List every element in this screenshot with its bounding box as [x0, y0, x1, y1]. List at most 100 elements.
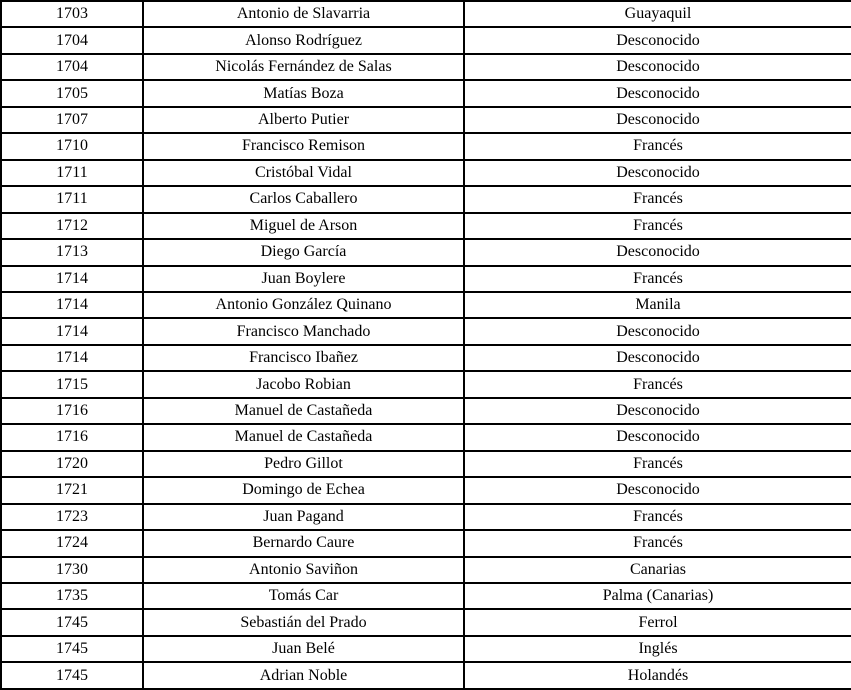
origin-cell: Francés — [463, 370, 851, 399]
table-row: 1704 Nicolás Fernández de Salas Desconoc… — [0, 52, 851, 82]
table-row: 1712 Miguel de Arson Francés — [0, 211, 851, 241]
origin-cell: Desconocido — [463, 343, 851, 373]
origin-cell: Desconocido — [463, 396, 851, 426]
name-cell: Tomás Car — [142, 581, 465, 611]
year-cell: 1720 — [0, 449, 144, 479]
table-row: 1745 Adrian Noble Holandés — [0, 661, 851, 690]
year-cell: 1723 — [0, 502, 144, 532]
origin-cell: Francés — [463, 132, 851, 161]
table-row: 1704 Alonso Rodríguez Desconocido — [0, 26, 851, 55]
name-cell: Alonso Rodríguez — [142, 26, 465, 55]
name-cell: Adrian Noble — [142, 661, 465, 690]
year-cell: 1714 — [0, 264, 144, 294]
table-row: 1711 Carlos Caballero Francés — [0, 185, 851, 214]
year-cell: 1713 — [0, 238, 144, 267]
year-cell: 1745 — [0, 608, 144, 637]
name-cell: Miguel de Arson — [142, 211, 465, 241]
year-cell: 1714 — [0, 317, 144, 346]
year-cell: 1705 — [0, 79, 144, 108]
origin-cell: Manila — [463, 290, 851, 320]
name-cell: Domingo de Echea — [142, 476, 465, 505]
origin-cell: Desconocido — [463, 423, 851, 452]
table-row: 1745 Sebastián del Prado Ferrol — [0, 608, 851, 637]
year-cell: 1715 — [0, 370, 144, 399]
year-cell: 1716 — [0, 423, 144, 452]
origin-cell: Desconocido — [463, 317, 851, 346]
origin-cell: Holandés — [463, 661, 851, 690]
year-cell: 1716 — [0, 396, 144, 426]
year-cell: 1712 — [0, 211, 144, 241]
origin-cell: Francés — [463, 264, 851, 294]
name-cell: Sebastián del Prado — [142, 608, 465, 637]
name-cell: Antonio de Slavarria — [142, 0, 465, 29]
table-row: 1745 Juan Belé Inglés — [0, 634, 851, 664]
table-row: 1710 Francisco Remison Francés — [0, 132, 851, 161]
name-cell: Pedro Gillot — [142, 449, 465, 479]
origin-cell: Desconocido — [463, 105, 851, 135]
origin-cell: Desconocido — [463, 158, 851, 188]
year-cell: 1710 — [0, 132, 144, 161]
table-row: 1721 Domingo de Echea Desconocido — [0, 476, 851, 505]
name-cell: Manuel de Castañeda — [142, 396, 465, 426]
name-cell: Juan Belé — [142, 634, 465, 664]
table-row: 1705 Matías Boza Desconocido — [0, 79, 851, 108]
table-row: 1735 Tomás Car Palma (Canarias) — [0, 581, 851, 611]
year-cell: 1730 — [0, 555, 144, 584]
origin-cell: Desconocido — [463, 26, 851, 55]
origin-cell: Francés — [463, 185, 851, 214]
table-row: 1716 Manuel de Castañeda Desconocido — [0, 423, 851, 452]
origin-cell: Desconocido — [463, 79, 851, 108]
table-row: 1714 Juan Boylere Francés — [0, 264, 851, 294]
year-cell: 1721 — [0, 476, 144, 505]
year-cell: 1703 — [0, 0, 144, 29]
table-row: 1720 Pedro Gillot Francés — [0, 449, 851, 479]
name-cell: Francisco Manchado — [142, 317, 465, 346]
origin-cell: Desconocido — [463, 238, 851, 267]
name-cell: Manuel de Castañeda — [142, 423, 465, 452]
year-cell: 1711 — [0, 185, 144, 214]
table-row: 1723 Juan Pagand Francés — [0, 502, 851, 532]
origin-cell: Ferrol — [463, 608, 851, 637]
year-cell: 1745 — [0, 661, 144, 690]
table-row: 1714 Francisco Manchado Desconocido — [0, 317, 851, 346]
year-cell: 1704 — [0, 26, 144, 55]
origin-cell: Francés — [463, 211, 851, 241]
name-cell: Juan Boylere — [142, 264, 465, 294]
table-row: 1711 Cristóbal Vidal Desconocido — [0, 158, 851, 188]
year-cell: 1714 — [0, 290, 144, 320]
name-cell: Alberto Putier — [142, 105, 465, 135]
name-cell: Francisco Ibañez — [142, 343, 465, 373]
name-cell: Bernardo Caure — [142, 529, 465, 558]
origin-cell: Palma (Canarias) — [463, 581, 851, 611]
table-row: 1714 Antonio González Quinano Manila — [0, 290, 851, 320]
origin-cell: Desconocido — [463, 52, 851, 82]
name-cell: Matías Boza — [142, 79, 465, 108]
name-cell: Francisco Remison — [142, 132, 465, 161]
year-cell: 1745 — [0, 634, 144, 664]
origin-cell: Francés — [463, 449, 851, 479]
year-cell: 1707 — [0, 105, 144, 135]
name-cell: Antonio Saviñon — [142, 555, 465, 584]
table-row: 1707 Alberto Putier Desconocido — [0, 105, 851, 135]
year-cell: 1714 — [0, 343, 144, 373]
name-cell: Antonio González Quinano — [142, 290, 465, 320]
year-cell: 1711 — [0, 158, 144, 188]
year-cell: 1704 — [0, 52, 144, 82]
table-row: 1703 Antonio de Slavarria Guayaquil — [0, 0, 851, 29]
year-cell: 1724 — [0, 529, 144, 558]
name-cell: Jacobo Robian — [142, 370, 465, 399]
name-cell: Diego García — [142, 238, 465, 267]
table-row: 1730 Antonio Saviñon Canarias — [0, 555, 851, 584]
name-cell: Carlos Caballero — [142, 185, 465, 214]
year-cell: 1735 — [0, 581, 144, 611]
table-row: 1714 Francisco Ibañez Desconocido — [0, 343, 851, 373]
table-row: 1716 Manuel de Castañeda Desconocido — [0, 396, 851, 426]
origin-cell: Francés — [463, 529, 851, 558]
name-cell: Cristóbal Vidal — [142, 158, 465, 188]
origin-cell: Desconocido — [463, 476, 851, 505]
name-cell: Juan Pagand — [142, 502, 465, 532]
origin-cell: Guayaquil — [463, 0, 851, 29]
